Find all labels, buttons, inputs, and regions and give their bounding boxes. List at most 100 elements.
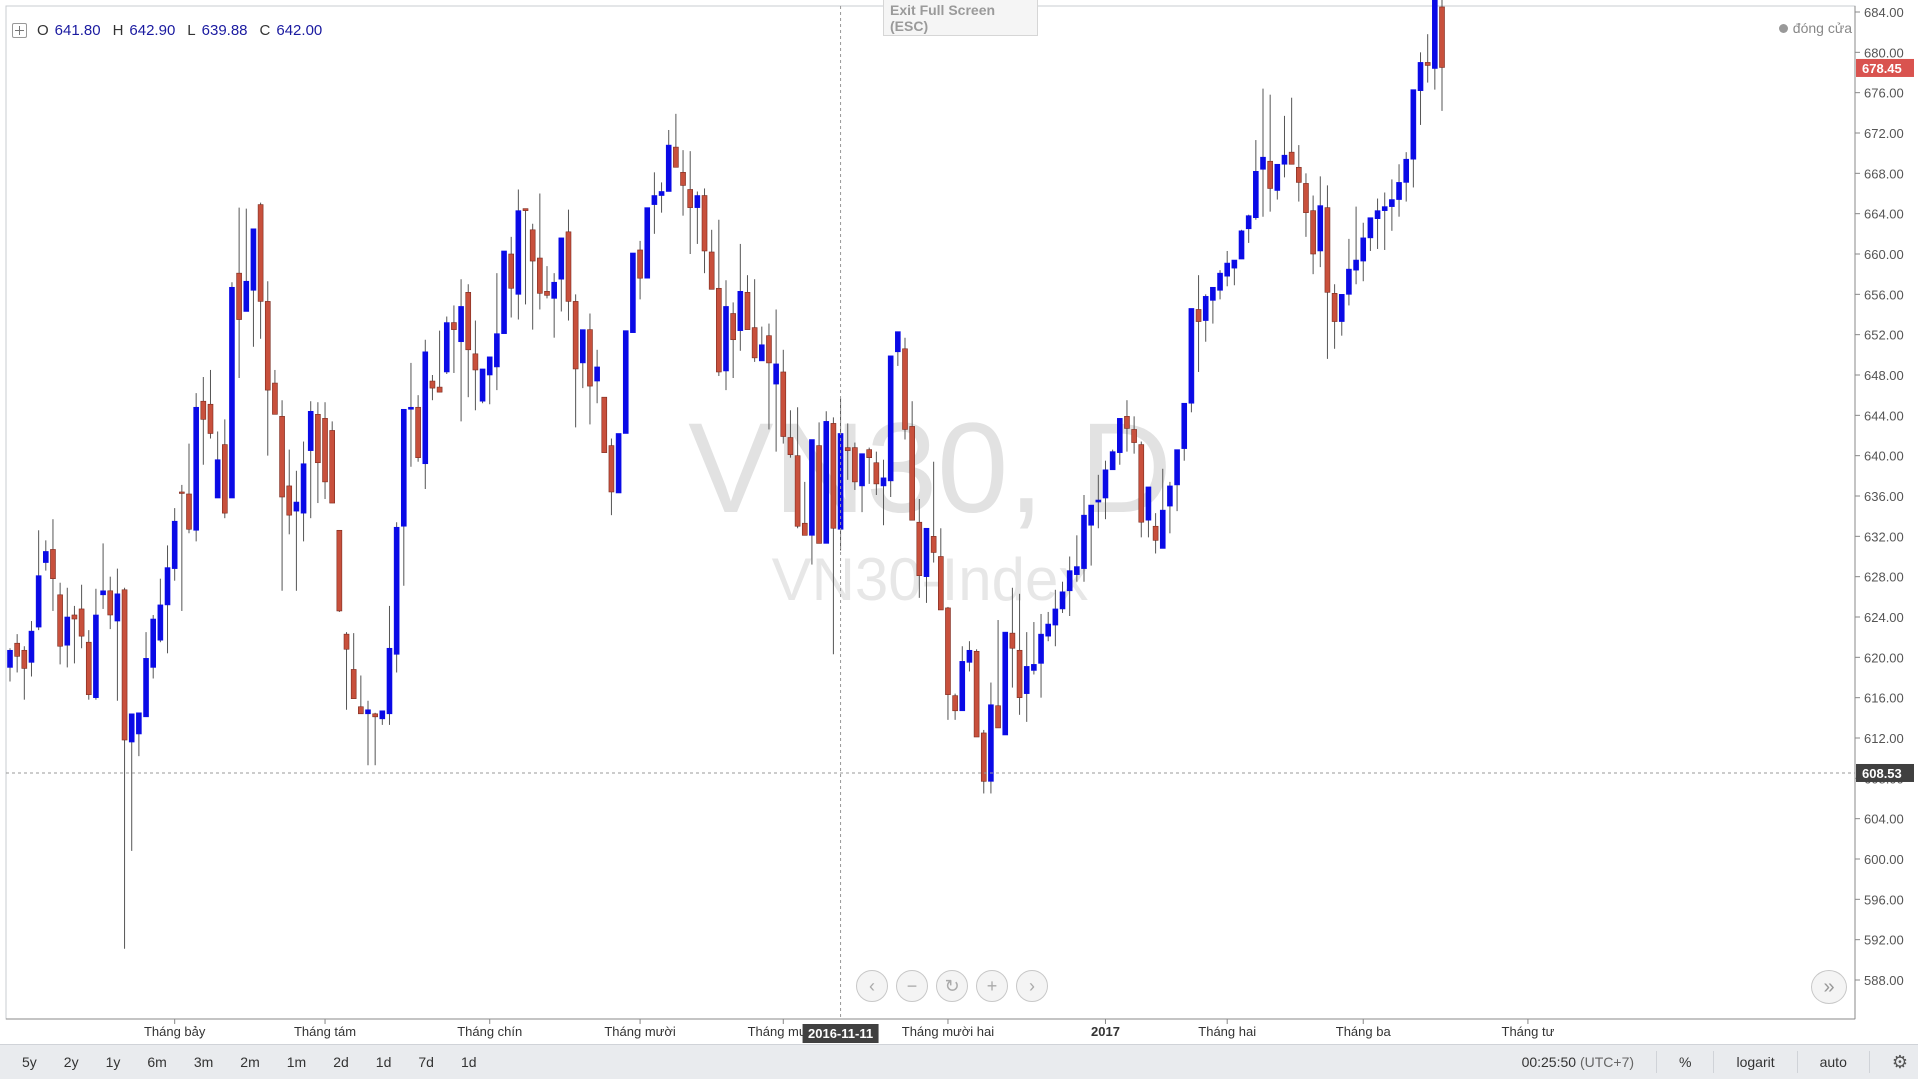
candle [859, 453, 865, 513]
candle [1360, 222, 1367, 282]
candle-body [572, 301, 579, 370]
y-tick-label: 668.00 [1864, 166, 1904, 181]
timeframe-2d[interactable]: 2d [333, 1054, 349, 1070]
candle [136, 712, 142, 757]
candle-body [973, 650, 980, 738]
separator [1656, 1051, 1658, 1073]
scroll-left-button[interactable]: ‹ [856, 970, 888, 1002]
candle-body [1202, 296, 1209, 321]
zoom-out-button[interactable]: − [896, 970, 928, 1002]
candle [558, 237, 565, 312]
candle [1317, 176, 1324, 268]
candle-body [801, 522, 808, 536]
candle-body [1403, 158, 1409, 183]
candle [1038, 613, 1044, 698]
candle-body [14, 642, 20, 657]
x-tick-label: Tháng hai [1198, 1024, 1256, 1039]
candle [1374, 198, 1381, 249]
candle [408, 362, 414, 467]
candle-body [529, 229, 536, 262]
candle [694, 191, 701, 244]
last-price-box [1856, 58, 1914, 77]
candle-body [415, 406, 421, 458]
timeframe-1d[interactable]: 1d [375, 1054, 392, 1070]
candle [909, 401, 915, 521]
candle [1439, 0, 1445, 111]
candle-body [1303, 183, 1309, 213]
candle [1095, 474, 1102, 529]
candle-body [1245, 215, 1252, 230]
candle [551, 273, 557, 338]
candle [980, 729, 987, 794]
candle [1389, 179, 1395, 231]
candle [164, 545, 171, 654]
candle [422, 339, 429, 489]
zoom-in-button[interactable]: + [976, 970, 1008, 1002]
candle-body [408, 406, 414, 410]
candle [35, 530, 42, 631]
candle [787, 410, 794, 458]
candle [1210, 286, 1216, 324]
candle-body [587, 329, 593, 387]
candle-body [737, 291, 744, 331]
candle-body [293, 501, 300, 512]
candle-body [945, 607, 951, 695]
x-tick-label: Tháng ba [1336, 1024, 1392, 1039]
candle [737, 243, 744, 351]
candle-body [35, 575, 42, 628]
y-tick-label: 592.00 [1864, 933, 1904, 948]
candle-body [1059, 591, 1066, 610]
candle-body [286, 485, 293, 516]
candlestick-chart[interactable]: VN30, D VN30-Index 588.00 592.00 596.00 600… [0, 0, 1918, 1044]
timeframe-1y[interactable]: 1y [105, 1054, 121, 1070]
bottom-toolbar: 5y 2y 1y 6m 3m 2m 1m 2d 1d 7d 1d 00:25:5… [0, 1044, 1918, 1079]
y-tick-label: 616.00 [1864, 691, 1904, 706]
candle [494, 273, 500, 391]
candle [880, 459, 887, 526]
timeframe-1d-b[interactable]: 1d [460, 1054, 477, 1070]
candle-body [966, 649, 973, 663]
log-toggle[interactable]: logarit [1736, 1054, 1775, 1070]
candle [1245, 214, 1252, 243]
candle [200, 377, 207, 465]
timeframe-1m[interactable]: 1m [286, 1054, 307, 1070]
last-price-marker: 678.45 [1856, 58, 1914, 77]
timeframe-5y[interactable]: 5y [22, 1054, 37, 1070]
timeframe-2y[interactable]: 2y [63, 1054, 79, 1070]
candle [923, 527, 930, 603]
auto-toggle[interactable]: auto [1819, 1054, 1847, 1070]
candle [522, 208, 529, 305]
candle-body [1045, 623, 1051, 637]
candle [257, 202, 264, 339]
reset-button[interactable]: ↻ [936, 970, 968, 1002]
candle-body [229, 286, 235, 499]
candle-body [1432, 0, 1438, 69]
timeframe-3m[interactable]: 3m [193, 1054, 214, 1070]
exit-fullscreen-button[interactable]: Exit Full Screen (ESC) [883, 0, 1038, 36]
high-value: 642.90 [129, 22, 176, 39]
timeframe-7d[interactable]: 7d [418, 1054, 434, 1070]
x-tick-label: Tháng mười [748, 1024, 820, 1039]
candle [207, 369, 214, 439]
expand-icon[interactable] [12, 23, 27, 38]
candle-body [522, 208, 529, 211]
candle [816, 422, 822, 544]
candle [451, 305, 457, 373]
candle-body [1253, 171, 1259, 219]
low-value: 639.88 [201, 22, 248, 39]
timeframe-6m[interactable]: 6m [147, 1054, 167, 1070]
candle-body [315, 414, 321, 464]
candle [128, 713, 135, 851]
candle [1231, 259, 1238, 286]
candle [930, 461, 937, 563]
candle [150, 614, 156, 679]
candle-body [236, 272, 242, 320]
x-tick-label: Tháng tư [1502, 1024, 1555, 1039]
timeframe-2m[interactable]: 2m [240, 1054, 260, 1070]
percent-toggle[interactable]: % [1679, 1054, 1692, 1070]
candle [1331, 284, 1338, 349]
gear-icon[interactable]: ⚙ [1891, 1051, 1908, 1072]
scroll-to-end-button[interactable]: » [1811, 970, 1847, 1004]
scroll-right-button[interactable]: › [1016, 970, 1048, 1002]
candle-body [400, 408, 407, 527]
